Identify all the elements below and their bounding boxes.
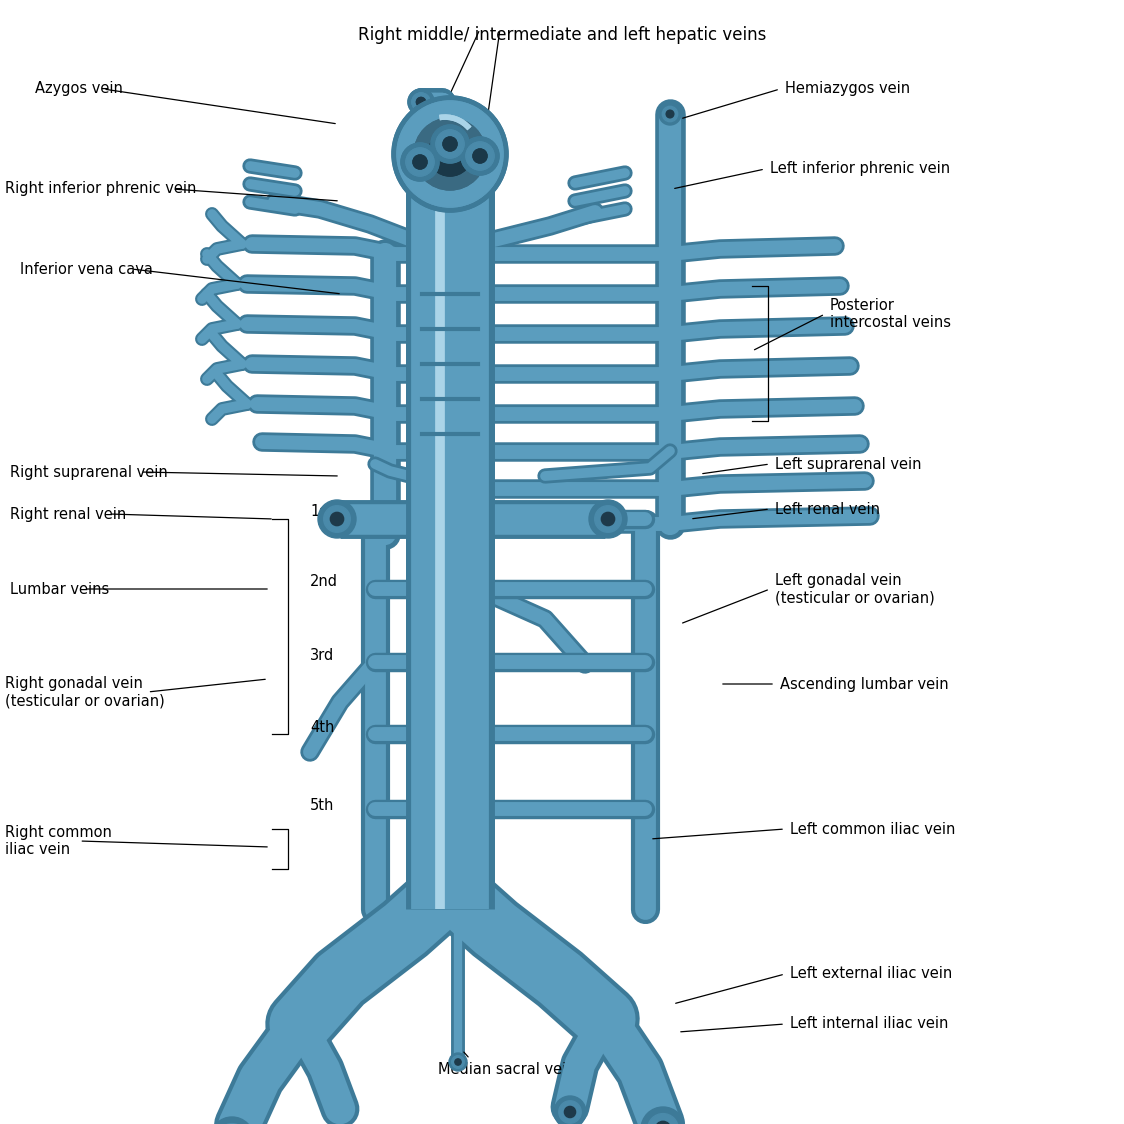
Circle shape [413, 725, 430, 743]
Circle shape [416, 583, 428, 595]
Circle shape [324, 506, 351, 533]
Circle shape [554, 1096, 586, 1124]
Circle shape [601, 513, 615, 526]
Text: Posterior
intercostal veins: Posterior intercostal veins [830, 298, 951, 330]
Circle shape [413, 653, 430, 671]
Circle shape [392, 96, 508, 212]
Circle shape [466, 142, 495, 170]
Circle shape [469, 725, 487, 743]
Circle shape [443, 137, 457, 151]
Text: Right inferior phrenic vein: Right inferior phrenic vein [4, 181, 197, 197]
Circle shape [413, 800, 430, 818]
Circle shape [659, 103, 681, 125]
Circle shape [472, 803, 484, 815]
Circle shape [655, 1122, 671, 1124]
Circle shape [318, 500, 356, 538]
Circle shape [559, 1100, 581, 1123]
Circle shape [416, 656, 428, 668]
Text: Azygos vein: Azygos vein [35, 82, 123, 97]
Circle shape [413, 155, 427, 169]
Circle shape [472, 728, 484, 740]
Circle shape [428, 132, 472, 176]
Text: Right middle/ intermediate and left hepatic veins: Right middle/ intermediate and left hepa… [357, 26, 767, 44]
Circle shape [417, 98, 426, 107]
Circle shape [414, 118, 486, 190]
Circle shape [392, 96, 508, 212]
Circle shape [469, 510, 487, 528]
Circle shape [414, 118, 486, 190]
Circle shape [662, 107, 678, 121]
Circle shape [461, 137, 499, 175]
Circle shape [641, 1107, 685, 1124]
Circle shape [397, 101, 504, 207]
Circle shape [330, 513, 344, 526]
Circle shape [466, 142, 495, 170]
Text: Left internal iliac vein: Left internal iliac vein [790, 1016, 949, 1032]
Text: Left suprarenal vein: Left suprarenal vein [776, 456, 922, 471]
Text: 3rd: 3rd [310, 649, 334, 663]
Circle shape [472, 583, 484, 595]
Circle shape [667, 110, 674, 118]
Circle shape [589, 500, 627, 538]
Text: Hemiazygos vein: Hemiazygos vein [785, 82, 910, 97]
Text: Ascending lumbar vein: Ascending lumbar vein [780, 677, 949, 691]
Circle shape [448, 1053, 466, 1071]
Text: 4th: 4th [310, 720, 334, 735]
Circle shape [406, 148, 434, 176]
Circle shape [397, 101, 504, 207]
Circle shape [411, 93, 430, 111]
Text: 2nd: 2nd [310, 574, 338, 589]
Circle shape [413, 155, 427, 169]
Text: 5th: 5th [310, 798, 334, 814]
Text: Inferior vena cava: Inferior vena cava [20, 262, 153, 277]
Circle shape [411, 93, 430, 111]
Circle shape [443, 137, 457, 151]
Circle shape [564, 1106, 575, 1117]
Text: Left external iliac vein: Left external iliac vein [790, 967, 952, 981]
Text: Right common
iliac vein: Right common iliac vein [4, 825, 112, 858]
Circle shape [417, 98, 426, 107]
Circle shape [473, 149, 487, 163]
Circle shape [408, 89, 434, 115]
Circle shape [452, 1055, 464, 1068]
Circle shape [469, 653, 487, 671]
Circle shape [455, 1059, 461, 1066]
Text: Left inferior phrenic vein: Left inferior phrenic vein [770, 162, 950, 176]
Circle shape [436, 130, 464, 158]
Circle shape [416, 803, 428, 815]
Circle shape [595, 506, 622, 533]
Circle shape [416, 728, 428, 740]
Circle shape [210, 1117, 254, 1124]
Text: Right suprarenal vein: Right suprarenal vein [10, 464, 167, 480]
Circle shape [416, 513, 428, 525]
Circle shape [469, 800, 487, 818]
Circle shape [401, 143, 439, 181]
Text: Left renal vein: Left renal vein [776, 501, 880, 517]
Circle shape [401, 143, 439, 181]
Circle shape [430, 125, 469, 163]
Circle shape [472, 656, 484, 668]
Circle shape [406, 148, 434, 176]
Circle shape [430, 125, 469, 163]
Text: Left common iliac vein: Left common iliac vein [790, 822, 955, 836]
Circle shape [472, 513, 484, 525]
Circle shape [469, 580, 487, 598]
Circle shape [436, 130, 464, 158]
Text: Right gonadal vein
(testicular or ovarian): Right gonadal vein (testicular or ovaria… [4, 676, 165, 708]
Circle shape [428, 132, 472, 176]
Circle shape [408, 89, 434, 115]
Circle shape [413, 510, 430, 528]
Text: 1st: 1st [310, 504, 333, 518]
Text: Right renal vein: Right renal vein [10, 507, 126, 522]
Text: Median sacral vein: Median sacral vein [438, 1061, 575, 1077]
Circle shape [473, 149, 487, 163]
Circle shape [647, 1114, 679, 1124]
Text: Left gonadal vein
(testicular or ovarian): Left gonadal vein (testicular or ovarian… [776, 573, 935, 605]
Text: Lumbar veins: Lumbar veins [10, 581, 109, 597]
Circle shape [461, 137, 499, 175]
Circle shape [413, 580, 430, 598]
